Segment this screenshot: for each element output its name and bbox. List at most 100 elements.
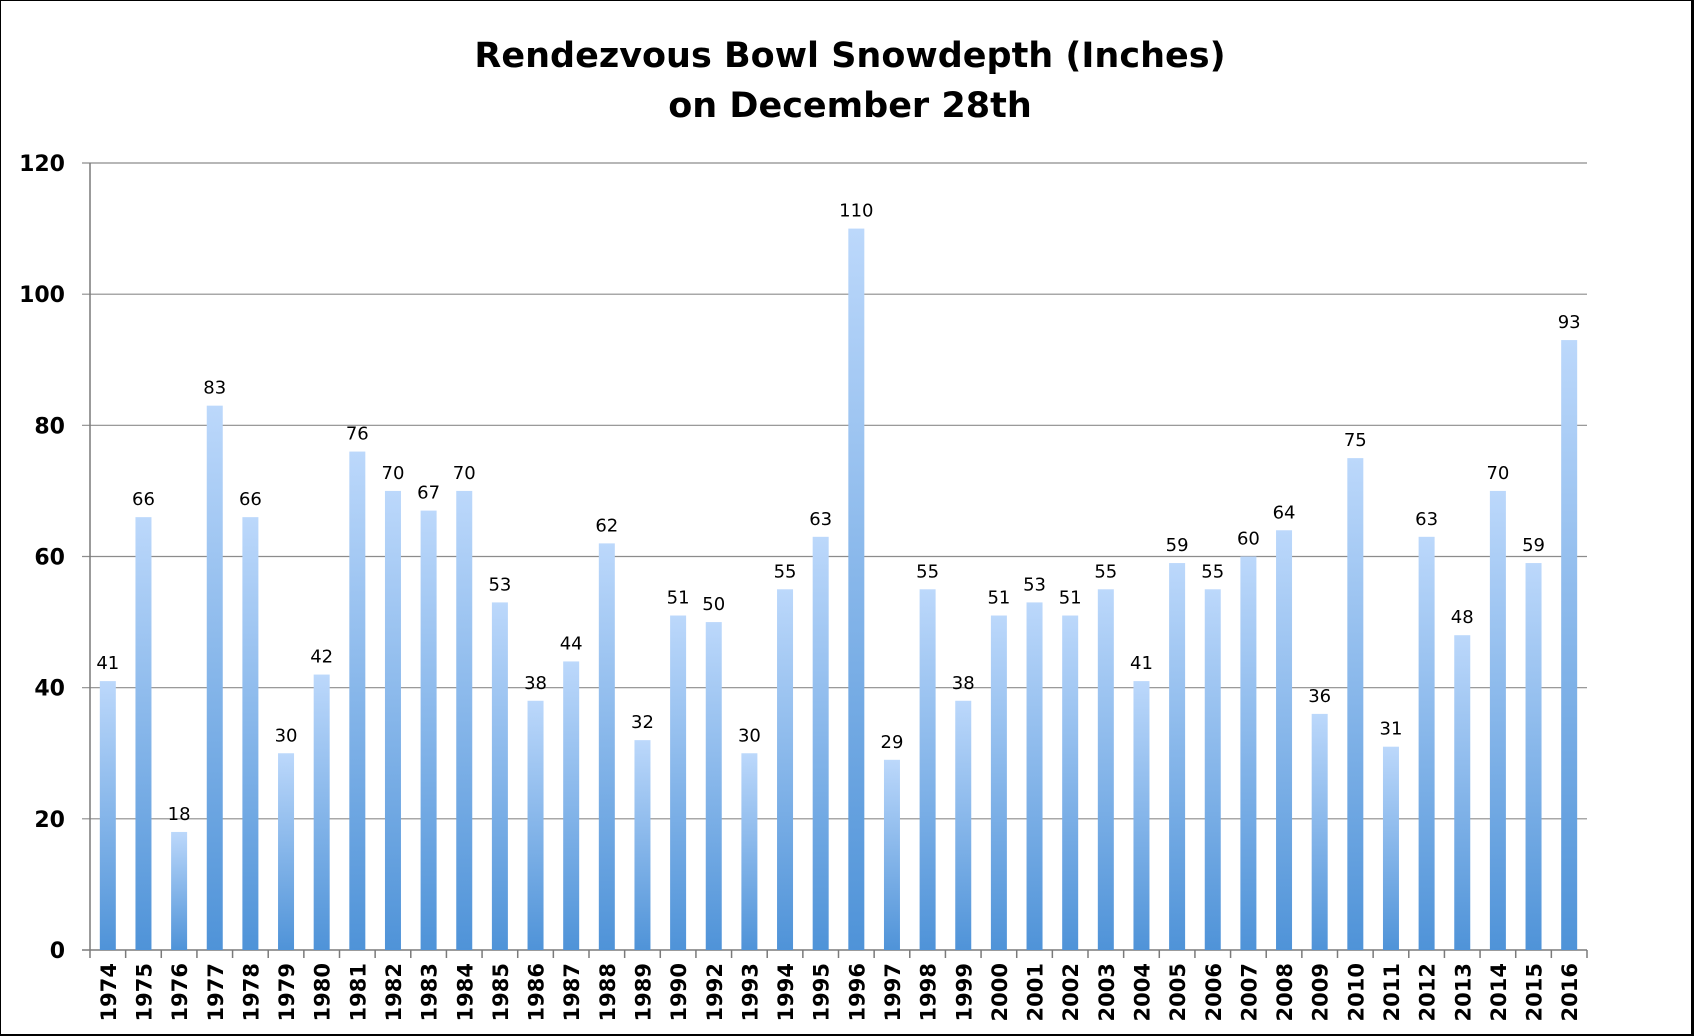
chart-title-line1: Rendezvous Bowl Snowdepth (Inches) [474, 36, 1225, 76]
x-tick-label-2006: 2006 [1202, 963, 1226, 1021]
data-label-2010: 75 [1344, 430, 1367, 451]
y-tick-label: 40 [34, 677, 65, 702]
data-label-2015: 59 [1522, 535, 1545, 556]
bar-2007 [1240, 556, 1257, 950]
bar-1982 [384, 490, 401, 950]
data-label-2004: 41 [1130, 653, 1153, 674]
bar-1979 [278, 753, 295, 950]
bar-2011 [1382, 746, 1399, 950]
x-tick-label-1999: 1999 [952, 963, 976, 1021]
x-tick-label-1986: 1986 [525, 963, 549, 1021]
data-label-2016: 93 [1558, 312, 1581, 333]
bar-1975 [135, 517, 152, 950]
bar-2010 [1347, 458, 1364, 950]
data-label-1975: 66 [132, 489, 155, 510]
bar-1976 [171, 831, 188, 950]
data-label-1985: 53 [488, 574, 511, 595]
data-label-2001: 53 [1023, 574, 1046, 595]
x-tick-label-1994: 1994 [774, 963, 798, 1021]
data-label-1989: 32 [631, 712, 654, 733]
bar-1997 [883, 759, 900, 950]
y-tick-label: 60 [34, 546, 65, 571]
x-tick-label-2001: 2001 [1024, 963, 1048, 1021]
x-tick-label-2013: 2013 [1451, 963, 1475, 1021]
bar-2013 [1454, 635, 1471, 950]
y-axis-ticks: 0 20 40 60 80 100 120 [19, 152, 65, 964]
data-label-1987: 44 [560, 633, 583, 654]
data-label-1979: 30 [275, 725, 298, 746]
data-label-1988: 62 [595, 515, 618, 536]
data-label-1999: 38 [952, 673, 975, 694]
x-axis-ticks: 1974 1975 1976 1977 1978 1979 1980 1981 1982 1983… [97, 963, 1582, 1021]
x-tick-label-2011: 2011 [1380, 963, 1404, 1021]
data-label-2014: 70 [1486, 463, 1509, 484]
data-label-1977: 83 [203, 378, 226, 399]
bar-1989 [634, 740, 651, 950]
data-label-2003: 55 [1094, 561, 1117, 582]
bar-2001 [1026, 602, 1043, 950]
x-tick-label-1977: 1977 [204, 963, 228, 1021]
y-tick-label: 120 [19, 152, 65, 177]
x-tick-label-1987: 1987 [560, 963, 584, 1021]
y-tick-label: 80 [34, 414, 65, 439]
data-label-2006: 55 [1201, 561, 1224, 582]
data-label-1978: 66 [239, 489, 262, 510]
y-tick-label: 20 [34, 808, 65, 833]
bar-1992 [705, 622, 722, 950]
x-tick-label-2015: 2015 [1523, 963, 1547, 1021]
bar-2005 [1169, 563, 1186, 950]
data-label-2009: 36 [1308, 686, 1331, 707]
x-tick-label-1993: 1993 [738, 963, 762, 1021]
data-label-1986: 38 [524, 673, 547, 694]
data-label-1982: 70 [382, 463, 405, 484]
bar-2012 [1418, 536, 1435, 950]
x-tick-label-1998: 1998 [917, 963, 941, 1021]
data-label-2008: 64 [1273, 502, 1296, 523]
data-labels: 41 66 18 83 66 30 42 76 70 67 70 53 38 44 62 32 51 50 30 55… [96, 201, 1580, 825]
bar-2004 [1133, 681, 1150, 950]
bar-1993 [741, 753, 758, 950]
x-tick-label-1988: 1988 [596, 963, 620, 1021]
bar-1977 [206, 405, 223, 950]
bars [99, 228, 1578, 951]
bar-2009 [1311, 713, 1328, 950]
x-tick-label-1978: 1978 [239, 963, 263, 1021]
x-tick-label-1982: 1982 [382, 963, 406, 1021]
data-label-1996: 110 [839, 201, 873, 222]
x-tick-label-1997: 1997 [881, 963, 905, 1021]
x-tick-label-2009: 2009 [1309, 963, 1333, 1021]
x-tick-label-2010: 2010 [1344, 963, 1368, 1021]
bar-1986 [527, 700, 544, 950]
data-label-2000: 51 [987, 588, 1010, 609]
x-tick-label-2002: 2002 [1059, 963, 1083, 1021]
data-label-1983: 67 [417, 483, 440, 504]
x-tick-label-1975: 1975 [132, 963, 156, 1021]
x-tick-label-2016: 2016 [1558, 963, 1582, 1021]
bar-2006 [1204, 589, 1221, 950]
data-label-1998: 55 [916, 561, 939, 582]
data-label-1997: 29 [881, 732, 904, 753]
data-label-2005: 59 [1166, 535, 1189, 556]
x-tick-label-1976: 1976 [168, 963, 192, 1021]
bar-1981 [349, 451, 366, 950]
x-tick-label-1989: 1989 [631, 963, 655, 1021]
x-tick-label-1995: 1995 [810, 963, 834, 1021]
x-tick-label-1984: 1984 [453, 963, 477, 1021]
bar-1996 [848, 228, 865, 951]
x-tick-label-2007: 2007 [1237, 963, 1261, 1021]
data-label-1995: 63 [809, 509, 832, 530]
bar-1974 [99, 681, 116, 950]
bar-1985 [491, 602, 508, 950]
x-tick-label-1981: 1981 [346, 963, 370, 1021]
bar-1980 [313, 674, 330, 950]
bar-1998 [919, 589, 936, 950]
x-tick-label-2012: 2012 [1416, 963, 1440, 1021]
bar-1999 [955, 700, 972, 950]
data-label-1992: 50 [702, 594, 725, 615]
x-tick-label-1985: 1985 [489, 963, 513, 1021]
bar-1990 [670, 615, 687, 950]
data-label-1980: 42 [310, 647, 333, 668]
data-label-1993: 30 [738, 725, 761, 746]
